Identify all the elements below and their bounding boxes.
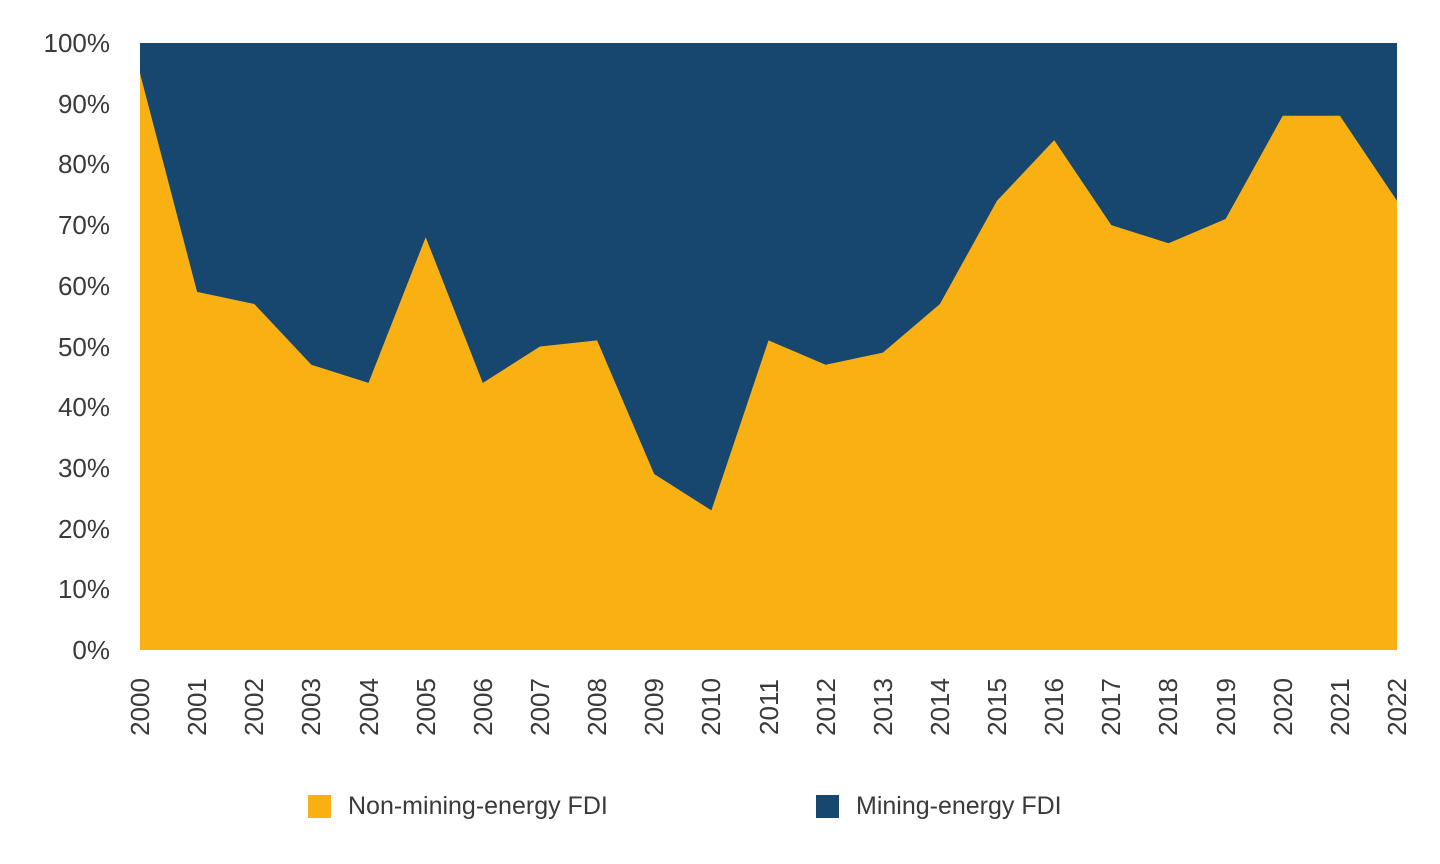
mining-energy-legend-label: Mining-energy FDI (856, 791, 1062, 820)
non-mining-energy-area (140, 73, 1397, 650)
non-mining-energy-legend-label: Non-mining-energy FDI (348, 791, 608, 820)
y-axis-tick-label: 60% (57, 270, 110, 301)
y-axis-tick-label: 20% (57, 513, 110, 544)
legend-item-mining-energy: Mining-energy FDI (816, 791, 1062, 820)
mining-energy-legend-swatch (816, 794, 839, 818)
y-axis-tick-label: 50% (57, 331, 110, 362)
y-axis-tick-label: 70% (57, 210, 110, 241)
y-axis-tick-label: 100% (43, 28, 111, 58)
y-axis-tick-label: 0% (72, 635, 110, 665)
y-axis-tick-label: 30% (57, 452, 110, 483)
y-axis-tick-label: 40% (57, 392, 110, 423)
legend-item-non-mining-energy: Non-mining-energy FDI (308, 791, 608, 820)
non-mining-energy-legend-swatch (308, 794, 331, 818)
y-axis-tick-label: 90% (57, 88, 110, 119)
y-axis-tick-label: 80% (57, 149, 110, 180)
x-axis-tick-label: 2022 (1381, 678, 1412, 736)
chart-legend: Non-mining-energy FDI Mining-energy FDI (0, 791, 1440, 821)
y-axis-tick-label: 10% (57, 574, 110, 605)
